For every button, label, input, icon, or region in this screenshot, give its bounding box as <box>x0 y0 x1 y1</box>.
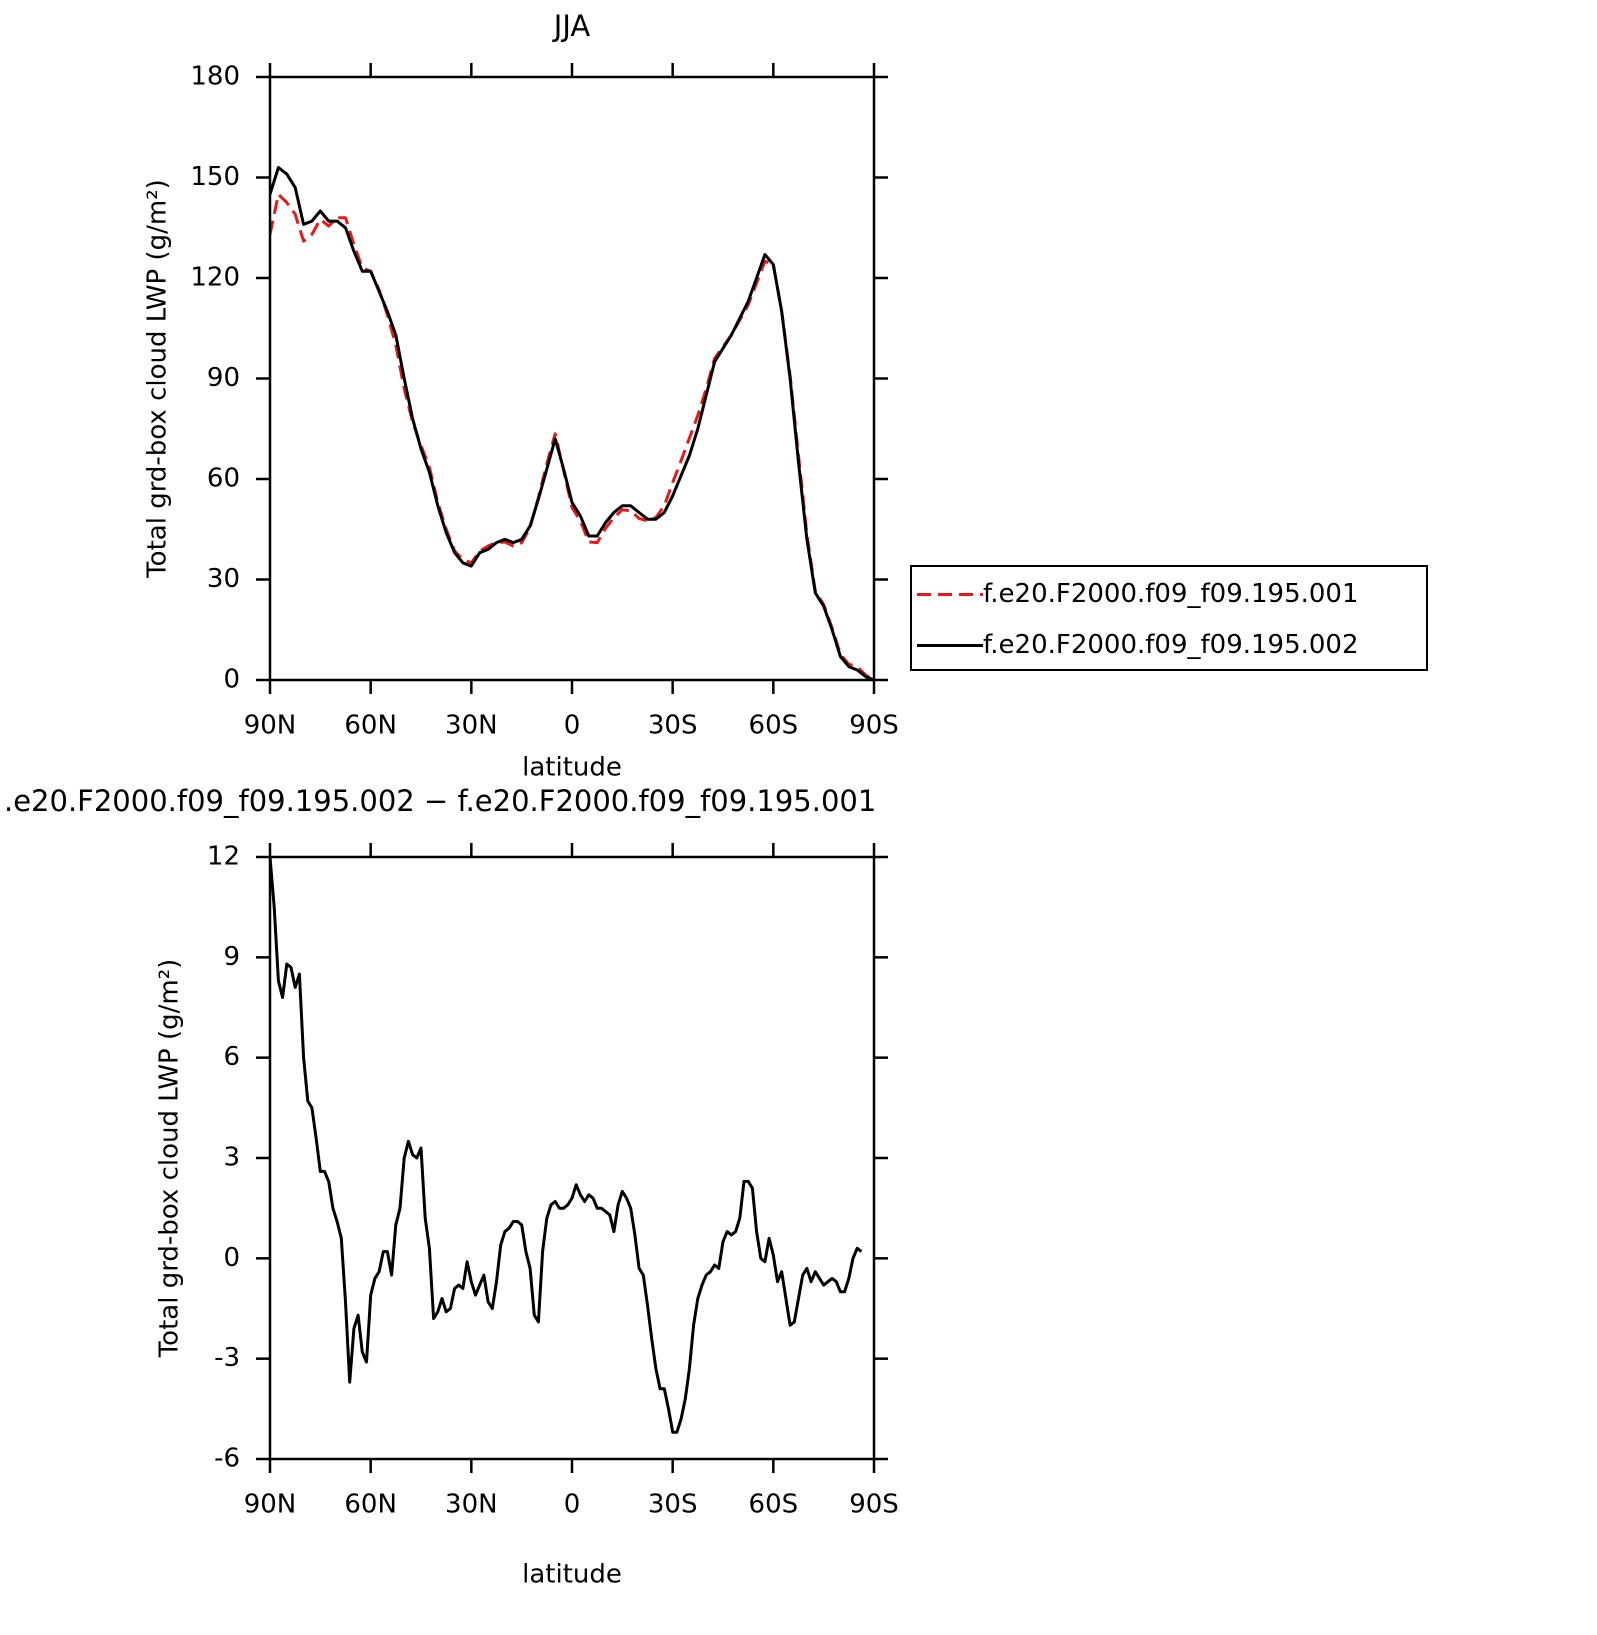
y-tick-label: -6 <box>214 1444 240 1474</box>
x-tick-label: 60S <box>749 1490 799 1520</box>
legend-label: f.e20.F2000.f09_f09.195.002 <box>983 630 1359 660</box>
x-tick-label: 60N <box>344 1490 397 1520</box>
x-tick-label: 90S <box>849 711 899 741</box>
y-tick-label: 9 <box>223 942 240 972</box>
chart-title: .e20.F2000.f09_f09.195.002 − f.e20.F2000… <box>4 784 876 818</box>
y-tick-label: 180 <box>190 62 240 92</box>
plot-area <box>270 166 874 682</box>
x-axis-label: latitude <box>522 1560 622 1590</box>
x-tick-label: 30N <box>445 711 498 741</box>
x-axis-label: latitude <box>522 753 622 783</box>
y-tick-label: 12 <box>207 842 240 872</box>
plot-frame <box>268 855 876 1461</box>
legend-label: f.e20.F2000.f09_f09.195.001 <box>983 579 1359 609</box>
x-tick-label: 90N <box>244 1490 297 1520</box>
data-line <box>270 856 863 1434</box>
y-tick-label: 0 <box>223 1243 240 1273</box>
data-line <box>270 166 874 682</box>
y-tick-label: -3 <box>214 1343 240 1373</box>
y-tick-label: 0 <box>223 665 240 695</box>
x-tick-label: 60N <box>344 711 397 741</box>
plot-area <box>270 856 863 1434</box>
plot-frame <box>268 75 876 682</box>
chart-title: JJA <box>552 9 591 43</box>
x-tick-label: 90N <box>244 711 297 741</box>
x-tick-label: 0 <box>564 711 581 741</box>
x-tick-label: 0 <box>564 1490 581 1520</box>
y-tick-label: 90 <box>207 363 240 393</box>
y-tick-label: 150 <box>190 162 240 192</box>
legend-box <box>910 565 1428 671</box>
y-tick-label: 60 <box>207 464 240 494</box>
x-tick-label: 60S <box>749 711 799 741</box>
y-tick-label: 30 <box>207 564 240 594</box>
x-tick-label: 90S <box>849 1490 899 1520</box>
y-tick-label: 6 <box>223 1042 240 1072</box>
x-tick-label: 30S <box>648 711 698 741</box>
panel: .e20.F2000.f09_f09.195.002 − f.e20.F2000… <box>4 784 899 1590</box>
y-axis-label: Total grd-box cloud LWP (g/m²) <box>155 959 185 1359</box>
panel: JJA 0 30 60 90 120 150 180 90N 60N 30N 0 30S 60S 90S la… <box>143 9 1428 783</box>
y-axis-label: Total grd-box cloud LWP (g/m²) <box>143 179 173 579</box>
x-tick-label: 30N <box>445 1490 498 1520</box>
legend: f.e20.F2000.f09_f09.195.001 f.e20.F2000.f… <box>910 565 1428 671</box>
y-tick-label: 3 <box>223 1143 240 1173</box>
y-tick-label: 120 <box>190 263 240 293</box>
x-tick-label: 30S <box>648 1490 698 1520</box>
